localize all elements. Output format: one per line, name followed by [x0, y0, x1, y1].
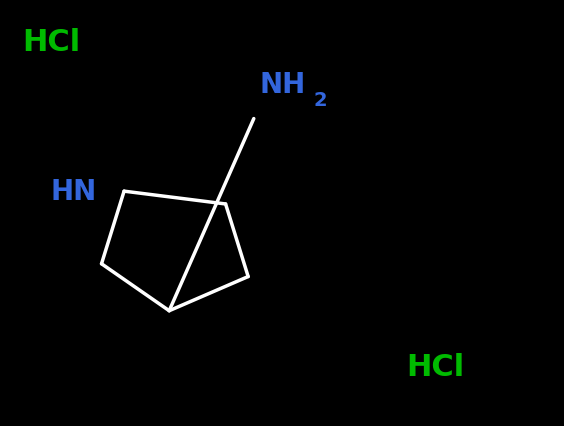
Text: 2: 2 [313, 91, 327, 109]
Text: NH: NH [259, 71, 306, 99]
Text: HCl: HCl [406, 352, 464, 381]
Text: HN: HN [51, 178, 97, 206]
Text: HCl: HCl [23, 28, 81, 57]
